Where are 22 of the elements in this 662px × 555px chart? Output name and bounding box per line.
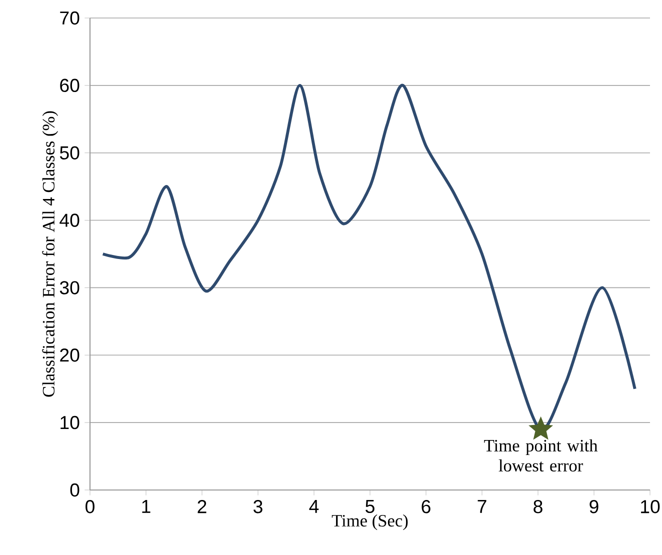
x-tick-label: 1 [142, 500, 150, 513]
y-tick-label: 0 [70, 483, 80, 497]
x-tick-label: 0 [86, 500, 94, 514]
x-tick-label: 3 [254, 500, 262, 514]
y-tick-label: 10 [60, 416, 80, 430]
x-tick-label: 9 [590, 500, 598, 514]
y-tick-label: 30 [60, 281, 80, 294]
annotation: Time point with lowest error [484, 439, 598, 472]
x-tick-label: 6 [422, 500, 430, 514]
x-tick-label: 2 [198, 500, 206, 514]
x-tick-label: 10 [641, 500, 660, 514]
x-tick-label: 5 [366, 500, 374, 514]
x-tick-label: 4 [309, 500, 319, 513]
y-tick-label: 40 [60, 214, 80, 227]
x-tick-label: 7 [478, 500, 486, 513]
y-tick-label: 20 [60, 348, 80, 362]
y-tick-label: 50 [60, 146, 80, 160]
y-tick-label: 60 [60, 78, 80, 92]
y-axis-title: Classification Error for All 4 Classes (%) [42, 111, 58, 397]
y-tick-label: 70 [60, 11, 80, 25]
x-axis-title: Time (Sec) [332, 514, 408, 530]
x-tick-label: 8 [534, 500, 542, 514]
